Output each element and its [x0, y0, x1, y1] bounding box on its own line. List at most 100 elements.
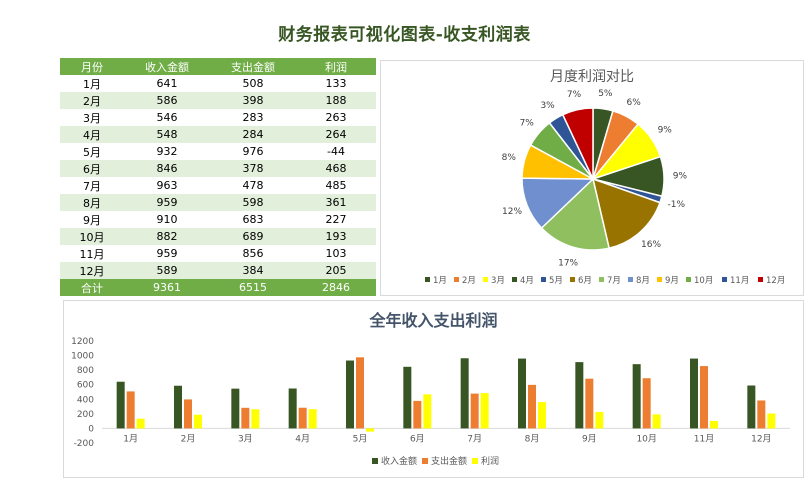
pie-slice-7 — [540, 177, 611, 251]
finance-table: 月份 收入金额 支出金额 利润 1月 641 508 133 2月 586 398 188 3月… — [60, 58, 376, 296]
table-row: 10月 882 689 193 — [60, 228, 376, 245]
header-income: 收入金额 — [124, 58, 210, 75]
cell-expense: 856 — [242, 247, 264, 260]
cell-income: 882 — [124, 228, 210, 245]
pie-data-label: 9% — [658, 126, 673, 136]
pie-data-label: 12% — [502, 207, 522, 217]
pie-data-label: -1% — [668, 200, 686, 210]
total-label: 合计 — [60, 279, 124, 296]
table-row: 5月 932 976 -44 — [60, 143, 376, 160]
legend-label: 10月 — [694, 276, 713, 286]
bar-profit — [767, 413, 776, 429]
bar-profit — [366, 428, 374, 432]
bar-expense — [528, 384, 536, 429]
pie-data-label: 16% — [641, 240, 661, 250]
header-expense: 支出金额 — [210, 58, 296, 75]
bar-expense — [757, 400, 766, 429]
pie-data-label: 6% — [627, 98, 642, 108]
pie-chart-panel: 月度利润对比 5% 6% 9% 9% -1% 16% 17% 12% 8% 7% 3% 7% 1月 2月 3… — [380, 60, 804, 296]
cell-income: 589 — [124, 262, 210, 279]
legend-label: 利润 — [481, 455, 499, 467]
legend-swatch — [657, 277, 662, 282]
cell-expense: 378 — [210, 160, 296, 177]
bar-profit — [710, 420, 718, 429]
table-row: 12月 589 384 205 — [60, 262, 376, 279]
table-row: 2月 586 398 188 — [60, 92, 376, 109]
table-row: 1月 641 508 133 — [60, 75, 376, 92]
x-tick-label: 4月 — [295, 433, 310, 444]
x-tick-label: 10月 — [636, 433, 656, 444]
bar-income — [460, 358, 469, 429]
bar-expense — [298, 407, 307, 429]
legend-label: 3月 — [491, 276, 505, 286]
cell-income: 548 — [124, 126, 210, 143]
bar-expense — [184, 399, 192, 429]
legend-label: 5月 — [549, 276, 563, 286]
x-tick-label: 6月 — [410, 433, 425, 444]
legend-swatch — [541, 277, 546, 282]
total-profit: 2846 — [296, 279, 376, 296]
header-month: 月份 — [60, 58, 124, 75]
cell-month: 10月 — [60, 228, 124, 245]
cell-income: 910 — [156, 213, 178, 226]
y-tick-label: 800 — [77, 366, 94, 376]
legend-label: 支出金额 — [431, 455, 467, 467]
page-title: 财务报表可视化图表-收支利润表 — [278, 25, 531, 45]
total-expense: 6515 — [210, 279, 296, 296]
cell-profit: 193 — [296, 228, 376, 245]
cell-expense: 384 — [210, 262, 296, 279]
bar-income — [632, 364, 641, 429]
bar-expense — [700, 366, 708, 429]
legend-label: 收入金额 — [381, 455, 417, 467]
pie-legend: 1月 2月 3月 4月 5月 6月 7月 8月 9月 10月 11月 12月 — [425, 276, 785, 286]
legend-swatch — [686, 277, 691, 282]
bar-profit — [595, 411, 604, 429]
bar-income — [690, 358, 698, 429]
legend-swatch — [722, 277, 727, 282]
cell-income: 959 — [156, 247, 178, 260]
bar-legend: 收入金额 支出金额 利润 — [372, 455, 499, 467]
cell-month: 4月 — [60, 126, 124, 143]
y-tick-label: 0 — [88, 424, 94, 434]
y-tick-label: -200 — [74, 439, 95, 449]
cell-expense: 689 — [210, 228, 296, 245]
table-row: 11月 959 856 103 — [60, 245, 376, 262]
cell-profit: 227 — [325, 213, 347, 226]
bar-income — [575, 362, 584, 429]
table-row: 3月 546 283 263 — [60, 109, 376, 126]
bar-chart: 1200 1000 800 600 400 200 0 -200 1月 2月 3月 4月 5月 6月 7月 8… — [71, 337, 790, 467]
y-tick-label: 600 — [77, 381, 94, 391]
bar-expense — [642, 378, 651, 429]
x-tick-label: 12月 — [751, 433, 771, 444]
bar-expense — [241, 407, 250, 429]
cell-month: 2月 — [60, 92, 124, 109]
bar-income — [231, 388, 240, 429]
cell-profit: 468 — [296, 160, 376, 177]
cell-income: 959 — [124, 194, 210, 211]
cell-month: 7月 — [83, 179, 101, 193]
x-tick-label: 5月 — [353, 433, 368, 444]
pie-data-label: 9% — [673, 172, 688, 182]
header-profit: 利润 — [296, 58, 376, 75]
x-tick-label: 1月 — [123, 433, 138, 444]
y-tick-label: 200 — [77, 410, 94, 420]
cell-expense: 508 — [242, 77, 264, 90]
x-tick-label: 3月 — [238, 433, 253, 444]
bar-chart-title: 全年收入支出利润 — [369, 311, 498, 330]
legend-swatch — [425, 277, 430, 282]
cell-expense: 478 — [242, 179, 264, 192]
table-total-row: 合计 9361 6515 2846 — [60, 279, 376, 296]
cell-expense: 284 — [210, 126, 296, 143]
x-tick-label: 8月 — [525, 433, 540, 444]
pie-data-label: 17% — [558, 258, 578, 268]
legend-swatch — [483, 277, 488, 282]
cell-profit: 103 — [325, 247, 347, 260]
cell-profit: 485 — [325, 179, 347, 192]
bar-profit — [480, 393, 489, 429]
bar-income — [116, 381, 125, 429]
cell-income: 641 — [156, 77, 178, 90]
bar-profit — [136, 418, 145, 429]
bar-expense — [413, 400, 422, 429]
cell-income: 586 — [124, 92, 210, 109]
table-row: 7月 963 478 485 — [60, 177, 376, 194]
